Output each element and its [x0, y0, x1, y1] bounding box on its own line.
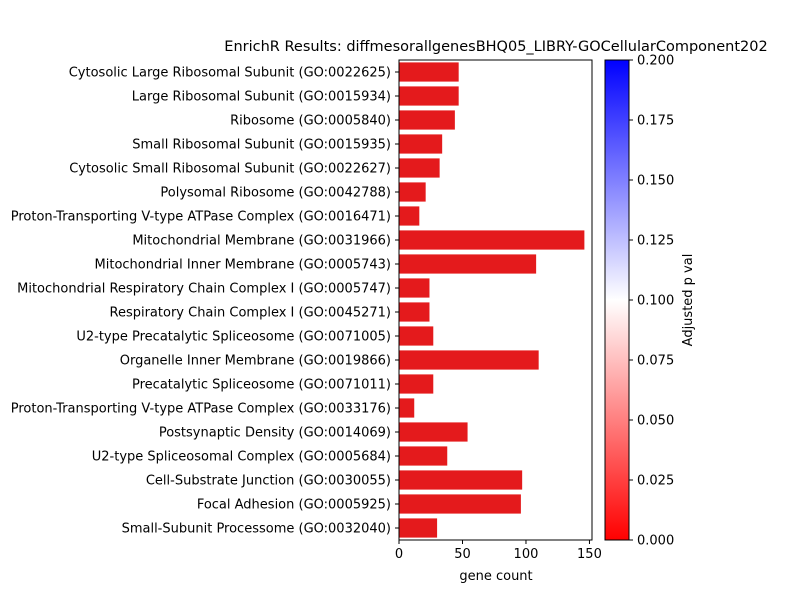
bar — [399, 86, 459, 106]
bar — [399, 110, 455, 130]
colorbar-tick-label: 0.150 — [637, 174, 674, 189]
y-tick-label: Large Ribosomal Subunit (GO:0015934) — [132, 90, 391, 105]
x-tick-label: 100 — [514, 547, 539, 562]
bar — [399, 182, 426, 202]
bar — [399, 494, 521, 514]
bar — [399, 302, 430, 322]
y-tick-label: Focal Adhesion (GO:0005925) — [197, 498, 391, 513]
bar — [399, 422, 468, 442]
colorbar-tick-label: 0.025 — [637, 474, 674, 489]
bar — [399, 326, 434, 346]
y-tick-labels: Cytosolic Large Ribosomal Subunit (GO:00… — [11, 66, 399, 537]
bar — [399, 446, 448, 466]
colorbar-tick-label: 0.200 — [637, 54, 674, 69]
bar — [399, 398, 415, 418]
y-tick-label: Respiratory Chain Complex I (GO:0045271) — [110, 306, 392, 321]
y-tick-label: Proton-Transporting V-type ATPase Comple… — [11, 210, 391, 225]
colorbar-tick-label: 0.075 — [637, 354, 674, 369]
plot-frame — [398, 59, 593, 541]
bar — [399, 158, 440, 178]
x-tick-label: 0 — [395, 547, 403, 562]
y-tick-label: Organelle Inner Membrane (GO:0019866) — [120, 354, 391, 369]
x-axis-label: gene count — [459, 569, 532, 584]
colorbar-label: Adjusted p val — [681, 254, 696, 347]
y-tick-label: Polysomal Ribosome (GO:0042788) — [160, 186, 391, 201]
y-tick-label: Mitochondrial Respiratory Chain Complex … — [17, 282, 391, 297]
y-tick-label: Cytosolic Small Ribosomal Subunit (GO:00… — [69, 162, 391, 177]
colorbar-ticks: 0.000 0.025 0.050 0.075 0.100 0.125 0.150 0.175… — [629, 54, 674, 549]
colorbar — [604, 59, 630, 541]
y-tick-label: U2-type Spliceosomal Complex (GO:0005684… — [92, 450, 391, 465]
y-tick-label: Mitochondrial Membrane (GO:0031966) — [132, 234, 391, 249]
colorbar-tick-label: 0.125 — [637, 234, 674, 249]
bar — [399, 254, 537, 274]
y-tick-label: Proton-Transporting V-type ATPase Comple… — [11, 402, 391, 417]
bar — [399, 470, 523, 490]
bar — [399, 278, 430, 298]
y-tick-label: Postsynaptic Density (GO:0014069) — [159, 426, 391, 441]
colorbar-tick-label: 0.100 — [637, 294, 674, 309]
y-tick-label: Mitochondrial Inner Membrane (GO:0005743… — [95, 258, 391, 273]
bar — [399, 230, 585, 250]
bar — [399, 350, 539, 370]
x-tick-label: 150 — [577, 547, 602, 562]
x-ticks: 0 50 100 150 — [395, 540, 602, 562]
bar — [399, 134, 443, 154]
colorbar-tick-label: 0.175 — [637, 114, 674, 129]
colorbar-tick-label: 0.000 — [637, 534, 674, 549]
y-tick-label: U2-type Precatalytic Spliceosome (GO:007… — [76, 330, 391, 345]
bar — [399, 518, 438, 538]
y-tick-label: Cell-Substrate Junction (GO:0030055) — [146, 474, 391, 489]
y-tick-label: Ribosome (GO:0005840) — [230, 114, 391, 129]
bars-group — [399, 62, 585, 538]
y-tick-label: Small Ribosomal Subunit (GO:0015935) — [132, 138, 391, 153]
bar — [399, 62, 459, 82]
chart-title: EnrichR Results: diffmesorallgenesBHQ05_… — [224, 39, 767, 55]
y-tick-label: Cytosolic Large Ribosomal Subunit (GO:00… — [69, 66, 391, 81]
bar — [399, 206, 420, 226]
y-tick-label: Precatalytic Spliceosome (GO:0071011) — [132, 378, 391, 393]
y-tick-label: Small-Subunit Processome (GO:0032040) — [122, 522, 391, 537]
colorbar-tick-label: 0.050 — [637, 414, 674, 429]
bar — [399, 374, 434, 394]
x-tick-label: 50 — [454, 547, 471, 562]
